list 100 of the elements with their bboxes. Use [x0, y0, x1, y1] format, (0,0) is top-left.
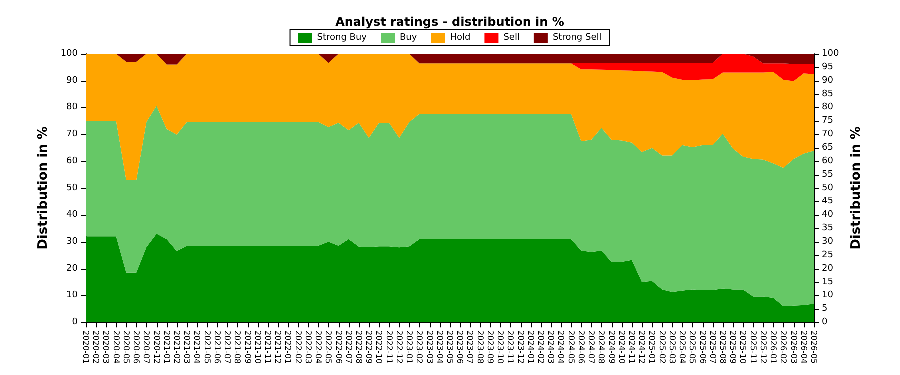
y2-tick-label: 70	[822, 130, 834, 140]
x-tick-label: 2021-02	[172, 330, 182, 364]
x-tick-label: 2025-05	[688, 330, 698, 364]
legend-label: Hold	[450, 33, 471, 43]
y2-tick-label: 85	[822, 89, 834, 100]
x-tick-label: 2024-07	[587, 330, 596, 364]
x-tick-label: 2025-07	[708, 330, 718, 364]
x-tick-label: 2022-02	[294, 330, 303, 364]
x-tick-label: 2020-12	[152, 330, 162, 364]
y2-tick-label: 20	[822, 264, 834, 274]
x-tick-label: 2024-11	[628, 330, 636, 364]
x-tick-label: 2024-03	[546, 330, 556, 364]
x-tick-label: 2022-01	[284, 330, 293, 364]
y-tick-label: 0	[72, 318, 78, 328]
y-tick-label: 10	[66, 290, 78, 301]
x-tick-label: 2022-10	[374, 330, 384, 364]
y2-tick-label: 35	[822, 224, 834, 234]
x-tick-label: 2023-12	[516, 330, 526, 364]
x-tick-label: 2022-09	[364, 330, 374, 364]
y2-tick-label: 30	[822, 237, 834, 247]
x-tick-label: 2021-10	[253, 330, 262, 364]
x-tick-label: 2023-01	[405, 330, 414, 364]
y2-tick-label: 90	[822, 76, 834, 86]
x-tick-label: 2020-07	[142, 330, 152, 364]
x-tick-label: 2021-01	[162, 330, 172, 364]
x-tick-label: 2022-11	[384, 330, 394, 364]
x-tick-label: 2024-02	[536, 330, 546, 364]
x-tick-label: 2021-08	[233, 330, 242, 364]
x-tick-label: 2025-08	[718, 330, 728, 364]
x-tick-label: 2020-05	[122, 330, 131, 364]
x-tick-label: 2023-03	[425, 330, 434, 364]
x-tick-label: 2026-03	[789, 330, 798, 364]
y-tick-label: 90	[66, 76, 78, 86]
x-tick-label: 2025-01	[648, 330, 657, 364]
x-tick-label: 2022-07	[344, 330, 354, 364]
x-tick-label: 2022-03	[304, 330, 313, 364]
x-tick-label: 2025-06	[698, 330, 708, 364]
x-tick-label: 2021-09	[243, 330, 252, 364]
x-tick-label: 2025-03	[668, 330, 677, 364]
y2-tick-label: 15	[822, 277, 834, 288]
x-tick-label: 2021-05	[202, 330, 212, 364]
x-tick-label: 2023-02	[415, 330, 424, 364]
y-tick-label: 20	[66, 264, 78, 274]
y2-tick-label: 40	[822, 210, 834, 220]
x-tick-label: 2024-05	[566, 330, 576, 364]
y2-tick-label: 95	[822, 62, 834, 72]
legend-label: Strong Sell	[552, 33, 602, 43]
x-tick-label: 2025-02	[658, 330, 667, 364]
x-tick-label: 2024-06	[576, 330, 586, 364]
y-axis-title: Distribution in %	[36, 126, 51, 250]
x-tick-label: 2022-05	[324, 330, 334, 364]
x-tick-label: 2023-08	[476, 330, 485, 364]
y-tick-label: 30	[66, 237, 78, 247]
x-tick-label: 2023-11	[506, 330, 516, 364]
y2-tick-label: 65	[822, 143, 834, 153]
y2-tick-label: 80	[822, 102, 834, 113]
x-tick-label: 2025-04	[678, 330, 688, 364]
x-tick-label: 2021-04	[192, 330, 202, 364]
x-tick-label: 2021-07	[223, 330, 232, 364]
y2-tick-label: 60	[822, 156, 834, 166]
x-tick-label: 2025-12	[758, 330, 768, 364]
x-tick-label: 2025-09	[728, 330, 738, 364]
x-tick-label: 2021-06	[212, 330, 222, 364]
y2-tick-label: 10	[822, 290, 834, 301]
y2-tick-label: 5	[822, 304, 828, 314]
x-tick-label: 2020-04	[112, 330, 121, 364]
x-tick-label: 2024-12	[638, 330, 647, 364]
legend-label: Sell	[504, 33, 520, 43]
x-tick-label: 2026-02	[779, 330, 788, 364]
x-tick-label: 2026-01	[769, 330, 778, 364]
x-tick-label: 2024-08	[597, 330, 606, 364]
y-tick-label: 50	[66, 183, 78, 194]
x-tick-label: 2024-04	[556, 330, 566, 364]
x-tick-label: 2020-03	[102, 330, 111, 364]
x-tick-label: 2020-06	[132, 330, 142, 364]
x-tick-label: 2023-06	[456, 330, 465, 364]
chart-title: Analyst ratings - distribution in %	[336, 15, 564, 29]
x-tick-label: 2022-06	[334, 330, 344, 364]
x-tick-label: 2026-04	[799, 330, 808, 364]
y2-tick-label: 50	[822, 183, 834, 194]
x-tick-label: 2024-01	[526, 330, 536, 364]
x-tick-label: 2023-10	[496, 330, 506, 364]
x-tick-label: 2020-02	[92, 330, 101, 364]
x-tick-label: 2022-08	[354, 330, 364, 364]
x-tick-label: 2025-11	[748, 330, 758, 364]
y2-axis-title: Distribution in %	[849, 126, 864, 250]
x-tick-label: 2021-03	[182, 330, 192, 364]
x-tick-label: 2023-04	[435, 330, 444, 364]
y-tick-label: 60	[66, 156, 78, 166]
y2-tick-label: 75	[822, 116, 834, 126]
x-tick-label: 2021-12	[274, 330, 283, 364]
x-tick-label: 2023-05	[446, 330, 454, 364]
x-tick-label: 2024-09	[607, 330, 616, 364]
x-tick-label: 2026-05	[810, 330, 818, 364]
y2-tick-label: 45	[822, 196, 834, 207]
y2-tick-label: 100	[822, 49, 840, 59]
x-tick-label: 2025-10	[738, 330, 748, 364]
y2-tick-label: 0	[822, 318, 828, 328]
x-tick-label: 2024-10	[617, 330, 626, 364]
y2-tick-label: 25	[822, 250, 834, 260]
